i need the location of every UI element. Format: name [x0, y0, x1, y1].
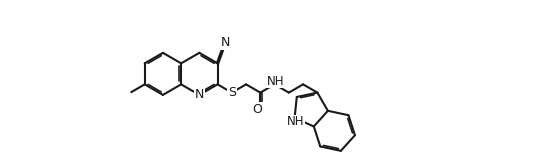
- Text: S: S: [228, 86, 236, 99]
- Text: NH: NH: [287, 115, 305, 128]
- Text: NH: NH: [267, 75, 284, 88]
- Text: O: O: [252, 103, 262, 116]
- Text: N: N: [195, 88, 204, 101]
- Text: N: N: [221, 37, 230, 49]
